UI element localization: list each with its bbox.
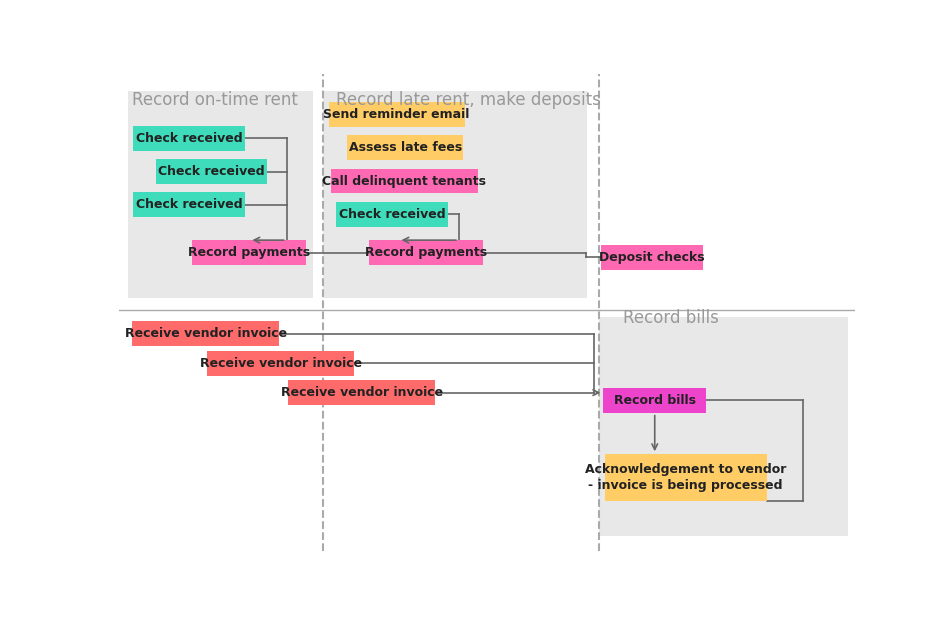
Bar (598, 318, 847, 535)
Bar (347, 136, 464, 160)
Bar (601, 245, 703, 270)
Text: Record bills: Record bills (623, 309, 719, 327)
Text: Receive vendor invoice: Receive vendor invoice (124, 327, 287, 340)
Bar (133, 193, 245, 217)
Text: Check received: Check received (136, 132, 243, 145)
Bar (603, 388, 706, 413)
Text: Check received: Check received (338, 208, 446, 221)
Bar (336, 202, 447, 227)
Bar (329, 102, 465, 127)
Bar (127, 91, 314, 298)
Text: Record bills: Record bills (614, 394, 695, 407)
Bar (133, 126, 245, 150)
Text: Call delinquent tenants: Call delinquent tenants (322, 175, 486, 188)
Text: Check received: Check received (159, 165, 265, 178)
Text: Record late rent, make deposits: Record late rent, make deposits (336, 91, 600, 109)
Bar (192, 240, 307, 265)
Bar (132, 321, 279, 346)
Bar (323, 91, 587, 298)
Bar (604, 454, 767, 501)
Bar (207, 351, 354, 376)
Text: Record payments: Record payments (365, 246, 487, 259)
Bar (331, 168, 478, 193)
Text: Receive vendor invoice: Receive vendor invoice (200, 357, 362, 370)
Text: Deposit checks: Deposit checks (599, 251, 705, 264)
Text: Receive vendor invoice: Receive vendor invoice (280, 386, 443, 399)
Text: Assess late fees: Assess late fees (349, 141, 462, 154)
Bar (288, 380, 435, 405)
Bar (369, 240, 484, 265)
Text: Check received: Check received (136, 198, 243, 211)
Text: Record payments: Record payments (188, 246, 311, 259)
Text: Record on-time rent: Record on-time rent (132, 91, 298, 109)
Text: Acknowledgement to vendor
- invoice is being processed: Acknowledgement to vendor - invoice is b… (585, 463, 787, 492)
Bar (156, 159, 268, 184)
Text: Send reminder email: Send reminder email (324, 108, 470, 121)
